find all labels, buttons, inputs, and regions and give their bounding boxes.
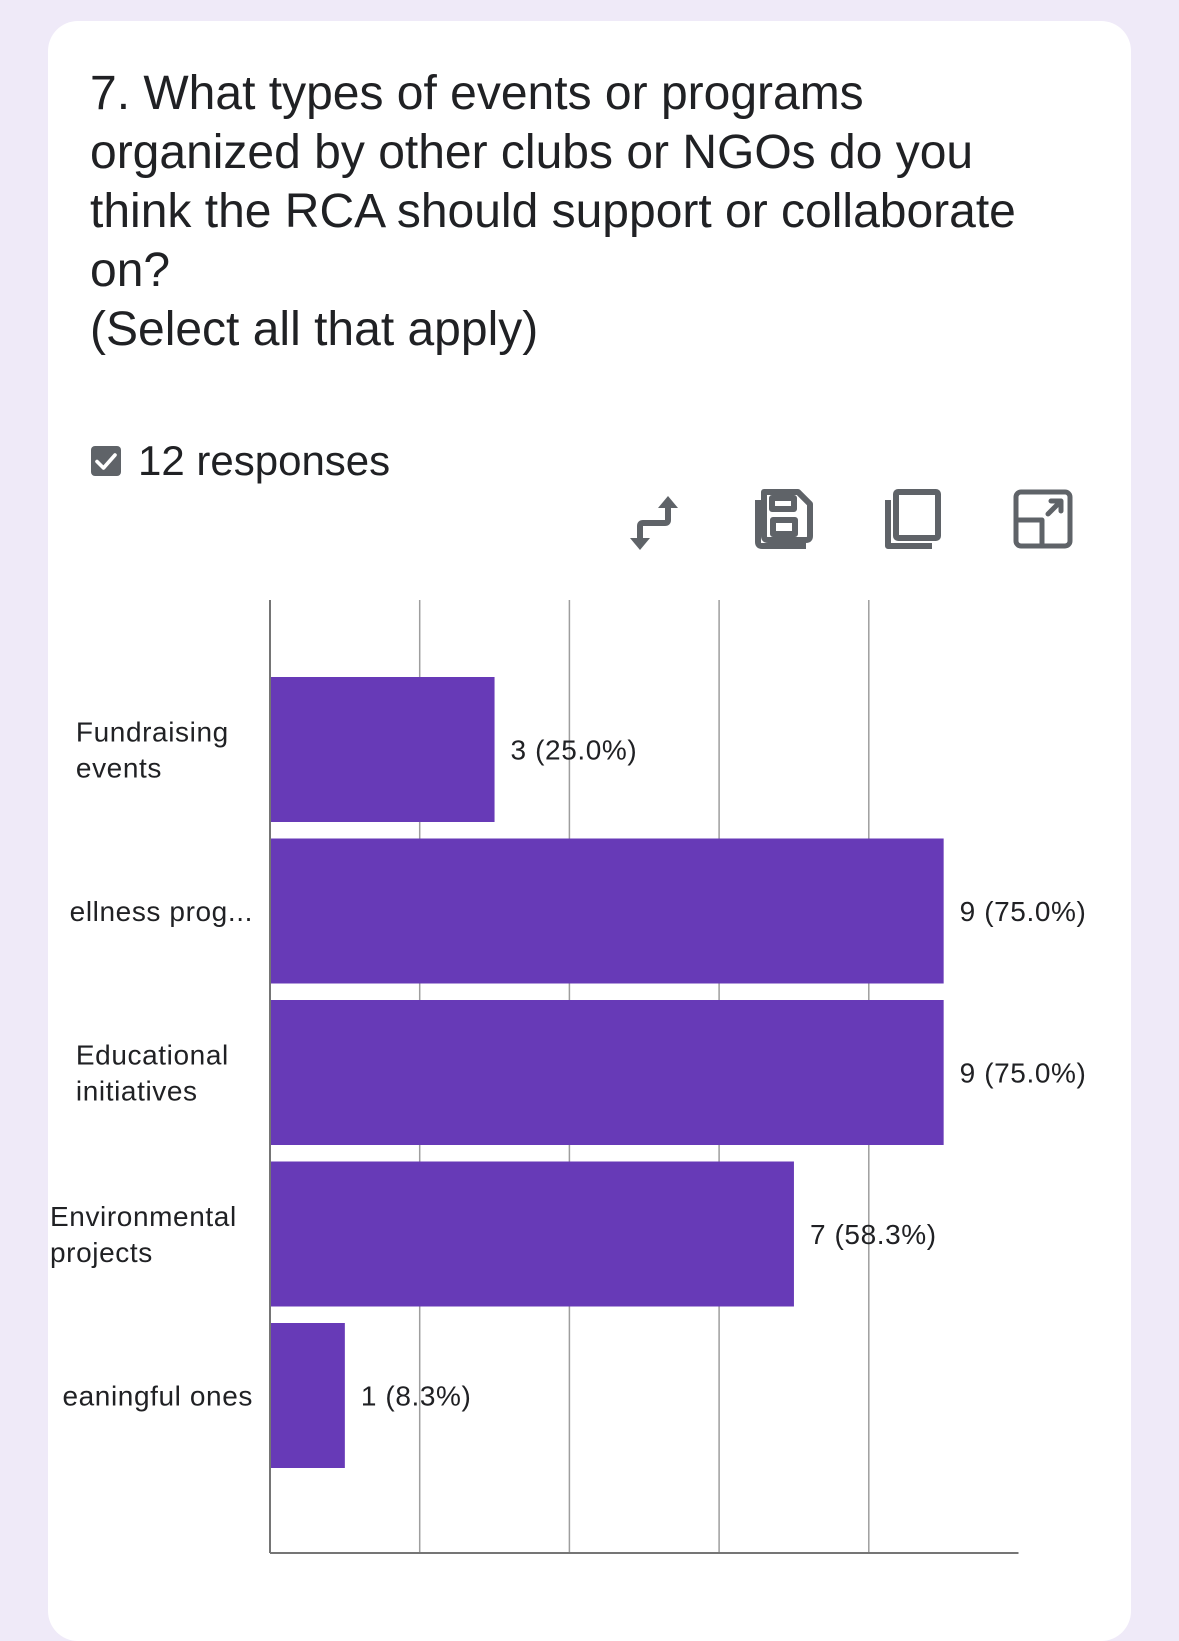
bar-5[interactable] xyxy=(270,1323,345,1468)
bar-1[interactable] xyxy=(270,677,495,822)
swap-icon xyxy=(630,496,678,550)
category-label-4-line-2: projects xyxy=(50,1237,153,1268)
question-card xyxy=(48,21,1131,1641)
expand-icon xyxy=(1013,489,1073,549)
bar-3[interactable] xyxy=(270,1000,944,1145)
swap-button[interactable] xyxy=(619,484,689,554)
bar-value-label-4: 7 (58.3%) xyxy=(810,1219,937,1250)
question-line-3: think the RCA should support or collabor… xyxy=(90,185,1016,238)
expand-button[interactable] xyxy=(1008,484,1078,554)
bar-value-label-3: 9 (75.0%) xyxy=(960,1058,1087,1089)
category-label-4-line-1: Environmental xyxy=(50,1201,237,1232)
bar-2[interactable] xyxy=(270,838,944,984)
bar-4[interactable] xyxy=(270,1161,794,1307)
question-line-2: organized by other clubs or NGOs do you xyxy=(90,126,974,179)
responses-count: 12 responses xyxy=(138,437,391,484)
bar-value-label-5: 1 (8.3%) xyxy=(361,1381,472,1412)
bar-value-label-1: 3 (25.0%) xyxy=(511,735,638,766)
bar-value-label-2: 9 (75.0%) xyxy=(960,896,1087,927)
copy-icon xyxy=(885,489,941,549)
category-label-1-line-1: Fundraising xyxy=(76,717,229,748)
category-label-3-line-2: initiatives xyxy=(76,1076,198,1107)
category-label-3-line-1: Educational xyxy=(76,1040,229,1071)
copy-button[interactable] xyxy=(878,484,948,554)
category-label-1-line-2: events xyxy=(76,753,162,784)
question-line-5: (Select all that apply) xyxy=(90,303,539,356)
checkbox-icon xyxy=(91,446,121,476)
category-label-2: ellness prog... xyxy=(70,896,253,927)
question-title: 7. What types of events or programs orga… xyxy=(90,64,1090,359)
save-icon xyxy=(755,489,813,549)
question-line-4: on? xyxy=(90,244,171,297)
question-line-1: 7. What types of events or programs xyxy=(90,67,864,120)
responses-summary: 12 responses xyxy=(90,436,390,486)
save-button[interactable] xyxy=(748,484,818,554)
responses-bar-chart: Fundraising events ellness prog... Educatio… xyxy=(50,600,1087,1554)
category-label-5: eaningful ones xyxy=(62,1381,253,1412)
